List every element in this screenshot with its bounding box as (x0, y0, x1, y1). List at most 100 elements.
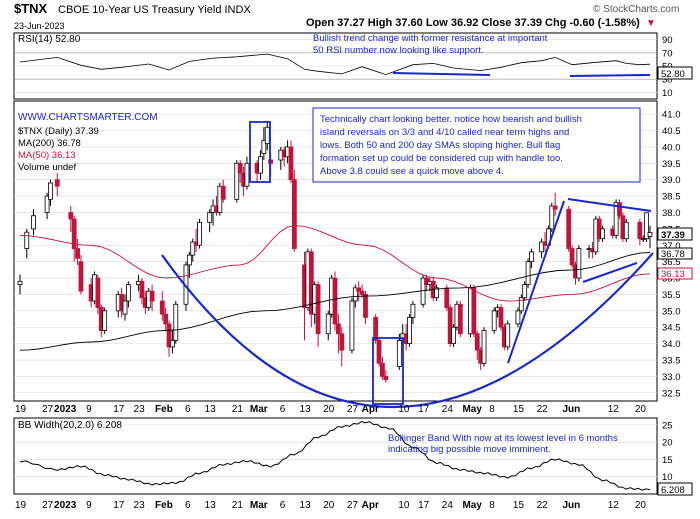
date-label-bottom: May (462, 500, 482, 511)
change-down-icon: ▼ (646, 18, 656, 29)
candle-body (363, 294, 368, 318)
date-label-top: Mar (250, 404, 268, 415)
rsi-annotation-line-1: Bullish trend change with former resista… (313, 33, 548, 44)
bbw-annotation-line-2: indicating big possible move imminent. (388, 444, 551, 455)
date-label-top: 23 (134, 404, 146, 415)
rsi-value-tag: 52.80 (661, 69, 685, 80)
date-label-bottom: 27 (347, 500, 359, 511)
flag-lower-line (582, 262, 638, 283)
candle-body (264, 126, 270, 145)
candle-body (207, 212, 213, 223)
candle-body (68, 212, 74, 220)
date-label-bottom: Apr (362, 500, 379, 511)
candle-body (102, 310, 108, 331)
march-island-reversal-box (249, 121, 271, 183)
candle-body (78, 261, 84, 292)
candle-body (529, 251, 534, 263)
brand-watermark: © StockCharts.com (593, 4, 679, 15)
candle-body (237, 162, 243, 174)
candle-body (339, 333, 345, 351)
candle-body (244, 162, 250, 187)
date-label-top: 12 (608, 404, 620, 415)
candle-body (95, 277, 101, 308)
last-price-tag-box (657, 227, 693, 241)
candle-body (434, 287, 440, 299)
candle-body (159, 300, 165, 315)
candle-body (258, 156, 263, 174)
date-label-top: Jun (562, 404, 580, 415)
candle-body (325, 313, 331, 335)
date-label-top: 15 (513, 404, 525, 415)
price-tick-label: 41.0 (662, 110, 681, 121)
date-label-top: 17 (113, 404, 125, 415)
candle-body (383, 376, 389, 381)
date-label-top: 2023 (54, 404, 77, 415)
date-label-bottom: 20 (323, 500, 335, 511)
date-label-bottom: Mar (250, 500, 268, 511)
date-label-bottom: 22 (537, 500, 549, 511)
date-label-top: 19 (15, 404, 27, 415)
candle-body (376, 339, 382, 364)
candle-body (220, 185, 226, 200)
date-label-bottom: 10 (398, 500, 410, 511)
price-tick-label: 39.0 (662, 175, 681, 186)
candle-body (332, 277, 338, 325)
rsi-value-tag-box (657, 66, 693, 80)
rsi-legend: RSI(14) 52.80 (18, 34, 81, 45)
date-label-top: Feb (155, 404, 173, 415)
price-tick-label: 32.5 (662, 388, 681, 399)
candle-body (24, 231, 30, 249)
ohlc-summary: Open 37.27 High 37.60 Low 36.92 Close 37… (306, 17, 640, 29)
price-tick-label: 37.0 (662, 241, 681, 252)
candle-body (644, 212, 650, 240)
volume-legend: Volume undef (18, 162, 76, 173)
candle-body (291, 179, 297, 249)
date-label-top: 13 (205, 404, 217, 415)
candle-body (539, 241, 545, 253)
rsi-grid (14, 39, 657, 93)
candle-body (186, 254, 192, 266)
price-tick-label: 35.5 (662, 290, 681, 301)
date-axis-top: 19 27 2023 9 17 23 Feb 6 13 21 Mar 6 13 20 27 Apr 10 17 24… (15, 404, 646, 415)
bbw-annotation-line-1: Bollinger Band With now at its lowest le… (388, 433, 618, 444)
date-label-top: May (462, 404, 482, 415)
date-label-bottom: 27 (42, 500, 54, 511)
price-annotation-line-3: lows. Both 50 and 200 day SMAs sloping h… (320, 140, 560, 151)
candle-body (522, 284, 528, 299)
date-label-top: 27 (42, 404, 54, 415)
price-annotation-line-4: formation set up could be considered cup… (320, 153, 563, 164)
bbw-tick-label: 20 (662, 438, 673, 449)
date-label-bottom: 2023 (54, 500, 77, 511)
bbw-axis: 25 20 15 10 (662, 420, 673, 483)
candle-body (481, 330, 487, 364)
ma50-tag: 36.13 (661, 269, 685, 280)
april-island-reversal-box (372, 337, 404, 405)
price-tick-label: 34.5 (662, 323, 681, 334)
candle-body (569, 248, 575, 266)
ma200-tag-box (657, 247, 693, 260)
price-annotation-box (312, 107, 641, 183)
candle-body (447, 307, 453, 345)
date-axis-bottom: 19 27 2023 9 17 23 Feb 6 13 21 Mar 6 13 20 27 Apr 10 17 24… (15, 500, 646, 511)
date-label-bottom: 6 (185, 500, 191, 511)
candle-body (170, 339, 175, 348)
candle-body (552, 205, 558, 210)
date-label-top: 17 (418, 404, 430, 415)
security-name: CBOE 10-Year US Treasury Yield INDX (58, 4, 251, 16)
candle-body (359, 290, 365, 295)
candle-body (335, 323, 341, 335)
flagpole-line (507, 200, 565, 364)
date-label-bottom: 6 (280, 500, 286, 511)
candle-body (349, 300, 355, 351)
candle-body (505, 323, 511, 348)
ma200-line (19, 252, 651, 351)
date-label-top: 20 (635, 404, 647, 415)
candle-body (451, 326, 456, 345)
candle-body (356, 287, 362, 292)
candle-body (308, 251, 314, 315)
date-label-top: 13 (300, 404, 312, 415)
date-label-bottom: 19 (15, 500, 27, 511)
date-label-top: 8 (489, 404, 495, 415)
